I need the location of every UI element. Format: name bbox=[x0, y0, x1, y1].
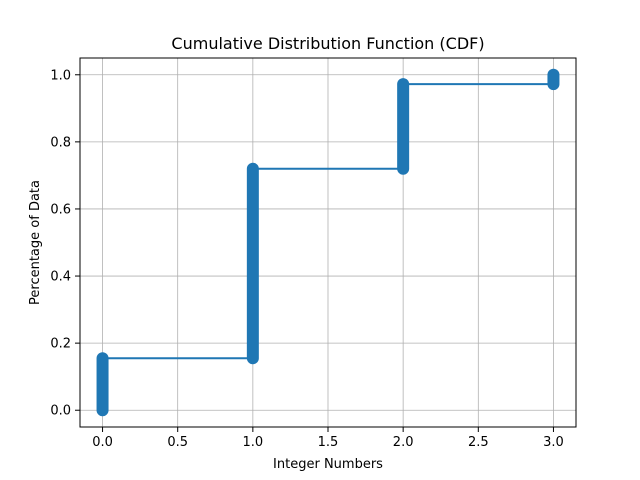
x-tick-label: 0.0 bbox=[92, 435, 113, 450]
x-tick-label: 2.5 bbox=[468, 435, 489, 450]
y-tick-label: 0.0 bbox=[50, 404, 71, 419]
y-tick-label: 1.0 bbox=[50, 68, 71, 83]
y-tick-label: 0.8 bbox=[50, 135, 71, 150]
y-axis-label: Percentage of Data bbox=[28, 180, 43, 305]
data-series bbox=[96, 68, 560, 417]
x-tick-label: 0.5 bbox=[167, 435, 188, 450]
axis-ticks: 0.0 0.5 1.0 1.5 2.0 2.5 3.0 0.0 0.2 0.4 0.6 0.8 1.0 bbox=[50, 68, 563, 450]
chart-title: Cumulative Distribution Function (CDF) bbox=[171, 34, 484, 53]
y-tick-label: 0.6 bbox=[50, 202, 71, 217]
x-axis-label: Integer Numbers bbox=[273, 457, 383, 472]
grid bbox=[80, 58, 576, 427]
y-tick-label: 0.4 bbox=[50, 270, 71, 285]
y-tick-label: 0.2 bbox=[50, 337, 71, 352]
x-tick-label: 3.0 bbox=[543, 435, 564, 450]
x-tick-label: 1.5 bbox=[318, 435, 339, 450]
x-tick-label: 2.0 bbox=[393, 435, 414, 450]
x-tick-label: 1.0 bbox=[243, 435, 264, 450]
